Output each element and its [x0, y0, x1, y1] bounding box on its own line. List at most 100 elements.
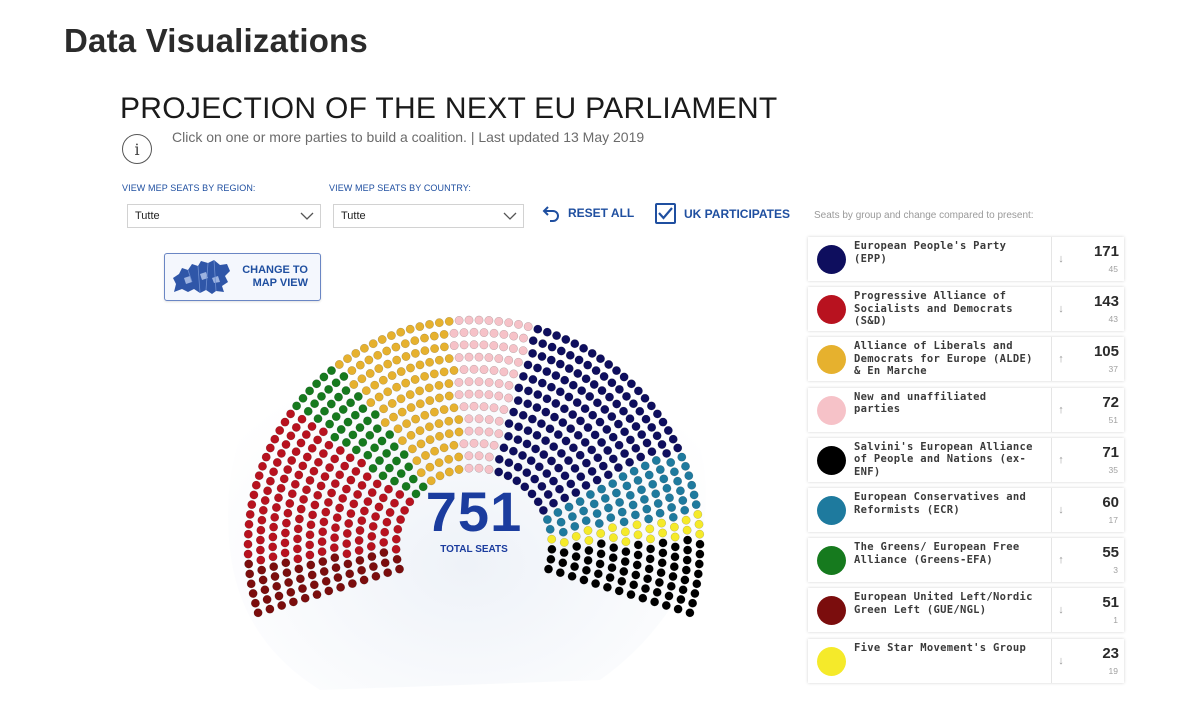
seat-dot: [564, 502, 574, 512]
seat-dot: [583, 555, 593, 565]
seat-dot: [265, 604, 275, 614]
reset-all-label: RESET ALL: [568, 206, 635, 220]
party-row[interactable]: European United Left/Nordic Green Left (…: [808, 588, 1124, 633]
seat-dot: [294, 470, 304, 480]
seat-dot: [479, 365, 489, 375]
info-icon[interactable]: i: [122, 134, 152, 164]
seat-dot: [608, 533, 618, 543]
seat-dot: [343, 354, 352, 364]
seat-dot: [368, 521, 378, 531]
party-row[interactable]: Alliance of Liberals and Democrats for E…: [808, 337, 1124, 382]
seat-dot: [638, 593, 648, 603]
seat-dot: [341, 438, 351, 447]
party-row[interactable]: Salvini's European Alliance of People an…: [808, 437, 1124, 482]
checkbox[interactable]: [655, 203, 676, 224]
seat-dot: [559, 537, 569, 547]
seat-dot: [556, 346, 566, 356]
change-to-map-view-button[interactable]: CHANGE TO MAP VIEW: [164, 253, 321, 301]
seat-dot: [560, 493, 570, 503]
seats-group[interactable]: [243, 315, 705, 618]
party-row[interactable]: Five Star Movement's Group ↓ 23 19: [808, 638, 1124, 683]
seat-dot: [425, 435, 435, 445]
seat-dot: [633, 550, 643, 560]
seat-dot: [334, 360, 344, 369]
seat-dot: [395, 564, 404, 574]
seat-dot: [603, 470, 613, 480]
seat-dot: [357, 458, 367, 468]
uk-participates-checkbox[interactable]: UK PARTICIPATES: [655, 203, 790, 224]
seat-dot: [599, 372, 609, 381]
arrow-down-icon: ↓: [1058, 654, 1064, 667]
party-row[interactable]: European People's Party (EPP) ↓ 171 45: [808, 237, 1124, 281]
seat-dot: [355, 526, 365, 535]
map-view-label: CHANGE TO MAP VIEW: [242, 264, 308, 289]
seat-dot: [513, 396, 523, 406]
seat-dot: [612, 366, 621, 376]
seat-dot: [576, 472, 586, 482]
seat-dot: [659, 474, 669, 484]
seat-dot: [484, 390, 494, 400]
uk-participates-label: UK PARTICIPATES: [684, 206, 791, 221]
seat-dot: [307, 570, 317, 580]
seat-dot: [305, 550, 315, 560]
seat-dot: [305, 530, 315, 540]
seat-dot: [279, 474, 289, 484]
seat-dot: [567, 571, 577, 581]
seat-dot: [362, 472, 372, 482]
seat-dot: [425, 462, 435, 472]
seat-dot: [286, 587, 296, 597]
party-seat-change: 3: [1113, 565, 1118, 576]
seat-dot: [275, 426, 285, 435]
seat-dot: [310, 399, 320, 409]
seat-dot: [566, 479, 576, 489]
seat-dot: [681, 565, 691, 575]
seat-dot: [368, 562, 378, 572]
seat-dot: [367, 531, 377, 541]
seat-dot: [268, 542, 278, 552]
seat-dot: [377, 335, 387, 344]
seat-dot: [286, 409, 296, 419]
seat-dot: [595, 559, 605, 569]
seat-dot: [345, 453, 355, 463]
reset-all-button[interactable]: RESET ALL: [542, 204, 634, 222]
seat-dot: [585, 490, 595, 499]
seat-dot: [626, 379, 636, 389]
seat-dot: [556, 448, 566, 458]
seat-dot: [400, 505, 410, 515]
seat-dot: [396, 515, 406, 525]
seat-dot: [619, 372, 629, 382]
seat-dot: [484, 415, 494, 425]
seat-dot: [570, 463, 580, 473]
seat-dot: [265, 443, 275, 453]
seat-dot: [591, 366, 601, 376]
seat-dot: [589, 499, 599, 509]
seat-dot: [542, 469, 552, 479]
seat-dot: [688, 598, 698, 608]
seat-dot: [358, 437, 368, 447]
chevron-down-icon: [503, 212, 517, 220]
seat-dot: [293, 524, 303, 534]
seat-dot: [611, 488, 621, 498]
party-color-dot: [817, 496, 846, 525]
seat-dot: [313, 414, 323, 424]
seat-dot: [546, 554, 556, 564]
country-select[interactable]: Tutte: [333, 204, 524, 228]
seat-dot: [411, 414, 421, 424]
party-row[interactable]: New and unaffiliated parties ↑ 72 51: [808, 387, 1124, 432]
seat-dot: [565, 350, 575, 360]
seat-dot: [429, 369, 439, 379]
party-row[interactable]: Progressive Alliance of Socialists and D…: [808, 287, 1124, 332]
party-seat-change: 51: [1108, 414, 1118, 425]
seat-dot: [434, 380, 444, 390]
region-select[interactable]: Tutte: [127, 204, 321, 228]
seat-dot: [571, 531, 581, 541]
party-row[interactable]: The Greens/ European Free Alliance (Gree…: [808, 538, 1124, 583]
seat-dot: [357, 565, 367, 575]
seat-dot: [283, 465, 293, 475]
seat-dot: [454, 377, 464, 387]
seat-dot: [309, 580, 319, 590]
party-row[interactable]: European Conservatives and Reformists (E…: [808, 488, 1124, 532]
seat-dot: [370, 410, 380, 420]
seat-dot: [538, 505, 548, 515]
party-name: Salvini's European Alliance of People an…: [854, 440, 1033, 478]
